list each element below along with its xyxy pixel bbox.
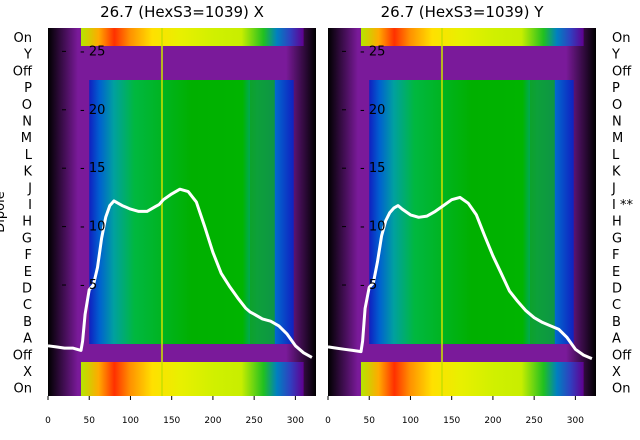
y-axis-label: Dipole [0, 191, 8, 232]
x-tick-label: 200 [204, 416, 221, 426]
row-label: On [14, 382, 32, 397]
overlay-series-line [47, 187, 313, 359]
heatmap-edge-left [328, 28, 358, 396]
row-label: I [28, 198, 32, 213]
row-label: X [23, 365, 32, 380]
row-label: K [612, 165, 621, 180]
x-tick-label: 150 [163, 416, 180, 426]
row-label: X [612, 365, 621, 380]
row-label: B [23, 315, 32, 330]
row-label: C [612, 298, 621, 313]
row-label: P [612, 81, 620, 96]
heatmap [328, 28, 596, 396]
x-tick-label: 300 [287, 416, 304, 426]
row-label: G [22, 231, 32, 246]
row-label: O [612, 98, 622, 113]
row-label: L [612, 148, 620, 163]
heatmap-band-bottom [80, 362, 304, 396]
x-tick-label: 0 [325, 416, 331, 426]
y-tick-label: - 20 [80, 103, 105, 118]
heatmap-streak-band [250, 80, 275, 344]
row-label: On [14, 31, 32, 46]
panel-2: 26.7 (HexS3=1039) Y - 5 - 10 - 15 - 20 - 25 0 5… [325, 3, 633, 426]
y-tick-label: - 5 [360, 278, 377, 293]
row-label: F [612, 248, 619, 263]
row-label: N [612, 115, 622, 130]
row-label: L [25, 148, 33, 163]
x-tick-label: 100 [122, 416, 139, 426]
row-label: M [612, 131, 623, 146]
row-label: J [27, 181, 32, 196]
overlay-series-line [327, 195, 593, 360]
row-label: H [22, 215, 32, 230]
row-label: E [612, 265, 620, 280]
y-tick-label: - 20 [360, 103, 385, 118]
y-tick-label: - 5 [80, 278, 97, 293]
row-label: On [612, 31, 630, 46]
x-tick-label: 250 [526, 416, 543, 426]
heatmap-band-top [360, 28, 584, 46]
y-tick-label: - 25 [360, 44, 385, 59]
heatmap-band-bottom [360, 362, 584, 396]
row-label: A [23, 332, 32, 347]
row-label: J [611, 181, 616, 196]
heatmap [48, 28, 316, 396]
row-label: M [21, 131, 32, 146]
x-tick-label: 150 [443, 416, 460, 426]
row-label: B [612, 315, 621, 330]
row-label: O [22, 98, 32, 113]
heatmap-band-top [80, 28, 304, 46]
row-label: H [612, 215, 622, 230]
heatmap-streak [440, 28, 443, 396]
y-tick-label: - 10 [360, 220, 385, 235]
row-label: A [612, 332, 621, 347]
y-tick-label: - 15 [360, 161, 385, 176]
heatmap-edge-left [48, 28, 78, 396]
row-label: D [612, 282, 622, 297]
chart-title: 26.7 (HexS3=1039) Y [381, 3, 545, 21]
heatmap-streak-band [530, 80, 555, 344]
row-label: Y [611, 48, 620, 63]
y-tick-label: - 15 [80, 161, 105, 176]
x-tick-label: 200 [484, 416, 501, 426]
row-label: I ** [612, 198, 633, 213]
row-label: P [24, 81, 32, 96]
y-tick-label: - 10 [80, 220, 105, 235]
row-label: On [612, 382, 630, 397]
row-label: Off [612, 64, 632, 79]
row-label: G [612, 231, 622, 246]
y-tick-label: - 25 [80, 44, 105, 59]
row-label: Off [13, 64, 33, 79]
row-label: N [22, 115, 32, 130]
x-tick-label: 50 [84, 416, 96, 426]
x-tick-label: 250 [246, 416, 263, 426]
panel-1: 26.7 (HexS3=1039) X - 5 - 10 - 15 - 20 - 25 0 5… [0, 3, 316, 426]
x-tick-label: 100 [402, 416, 419, 426]
row-label: K [23, 165, 32, 180]
heatmap-streak [160, 28, 163, 396]
row-label: Off [612, 348, 632, 363]
row-label: Off [13, 348, 33, 363]
row-label: D [22, 282, 32, 297]
x-tick-label: 0 [45, 416, 51, 426]
chart-title: 26.7 (HexS3=1039) X [100, 3, 264, 21]
x-tick-label: 50 [364, 416, 376, 426]
x-tick-label: 300 [567, 416, 584, 426]
row-label: E [24, 265, 32, 280]
row-label: Y [23, 48, 32, 63]
row-label: F [25, 248, 32, 263]
row-label: C [23, 298, 32, 313]
